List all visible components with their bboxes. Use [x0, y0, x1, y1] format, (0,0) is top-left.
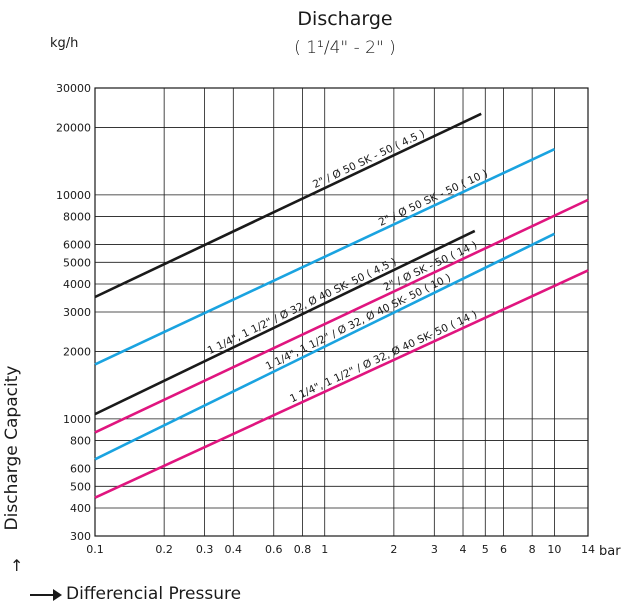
y-tick-label: 5000 — [63, 256, 91, 269]
x-tick-label: 3 — [431, 543, 438, 556]
x-tick-label: 2 — [390, 543, 397, 556]
y-unit-label: kg/h — [50, 36, 79, 51]
y-tick-label: 600 — [70, 463, 91, 476]
x-tick-label: 6 — [500, 543, 507, 556]
x-tick-label: 0.6 — [265, 543, 283, 556]
x-axis-label: Differencial Pressure — [66, 584, 242, 604]
x-unit-label: bar — [599, 544, 621, 559]
series-line — [94, 147, 555, 366]
y-tick-label: 500 — [70, 480, 91, 493]
x-tick-label: 5 — [482, 543, 489, 556]
y-tick-label: 3000 — [63, 306, 91, 319]
y-tick-label: 2000 — [63, 345, 91, 358]
y-tick-label: 8000 — [63, 211, 91, 224]
x-tick-label: 0.1 — [86, 543, 104, 556]
chart-title: Discharge — [297, 8, 393, 30]
right-arrow-icon — [30, 589, 62, 601]
y-tick-label: 400 — [70, 502, 91, 515]
x-tick-label: 0.4 — [225, 543, 243, 556]
y-tick-label: 1000 — [63, 413, 91, 426]
y-tick-label: 4000 — [63, 278, 91, 291]
y-tick-label: 800 — [70, 435, 91, 448]
x-tick-label: 14 — [581, 543, 595, 556]
y-tick-label: 10000 — [56, 189, 91, 202]
x-tick-label: 10 — [547, 543, 561, 556]
x-tick-label: 0.8 — [294, 543, 312, 556]
series-label: 1 1/4", 1 1/2" / Ø 32, Ø 40 SK- 50 ( 14 … — [288, 309, 479, 406]
y-tick-label: 300 — [70, 530, 91, 543]
y-tick-label: 6000 — [63, 239, 91, 252]
x-tick-label: 1 — [321, 543, 328, 556]
series-label: 1 1/4", 1 1/2" / Ø 32, Ø 40 SK- 50 ( 4.5… — [206, 256, 399, 357]
y-tick-label: 20000 — [56, 121, 91, 134]
up-arrow-icon: ↑ — [10, 556, 24, 575]
series-line — [94, 112, 482, 299]
x-tick-label: 4 — [460, 543, 467, 556]
series-line — [94, 269, 589, 499]
series-line — [94, 198, 589, 434]
series-label: 2" / Ø 50 SK - 50 ( 4.5 ) — [311, 128, 427, 191]
series-line — [94, 232, 556, 461]
x-tick-label: 0.2 — [155, 543, 173, 556]
y-tick-label: 30000 — [56, 82, 91, 95]
chart-subtitle: ( 1¹/4" - 2" ) — [294, 38, 396, 58]
series-line — [94, 229, 476, 416]
x-tick-label: 0.3 — [196, 543, 214, 556]
x-tick-label: 8 — [529, 543, 536, 556]
